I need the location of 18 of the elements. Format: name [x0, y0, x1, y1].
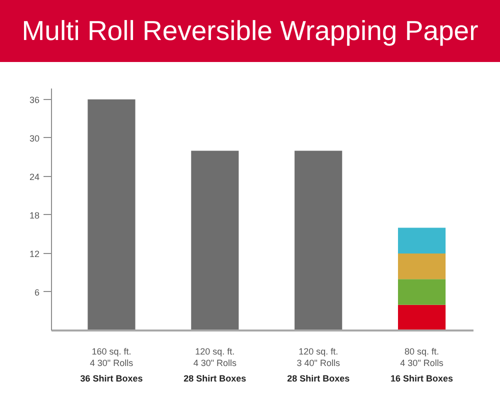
bar	[398, 304, 446, 330]
y-tick-label: 24	[29, 172, 40, 182]
y-tick-label: 18	[29, 210, 40, 220]
bar	[294, 150, 342, 330]
y-tick-label: 6	[34, 287, 40, 298]
category-label: 120 sq. ft. 4 30" Rolls 28 Shirt Boxes	[184, 346, 246, 384]
y-tick-label: 12	[29, 248, 40, 259]
category-label: 80 sq. ft. 4 30" Rolls 16 Shirt Boxes	[390, 346, 454, 384]
category-label: 120 sq. ft. 3 40" Rolls 28 Shirt Boxes	[287, 346, 350, 384]
y-tick-label: 30	[29, 133, 40, 144]
bar	[398, 279, 446, 305]
chart-title: Multi Roll Reversible Wrapping Paper	[22, 14, 478, 48]
y-tick-label: 36	[29, 94, 40, 105]
bar	[398, 228, 446, 254]
bar	[88, 99, 136, 330]
category-label: 160 sq. ft. 4 30" Rolls 36 Shirt Boxes	[80, 346, 143, 384]
bar	[191, 150, 239, 330]
bar	[398, 253, 446, 280]
